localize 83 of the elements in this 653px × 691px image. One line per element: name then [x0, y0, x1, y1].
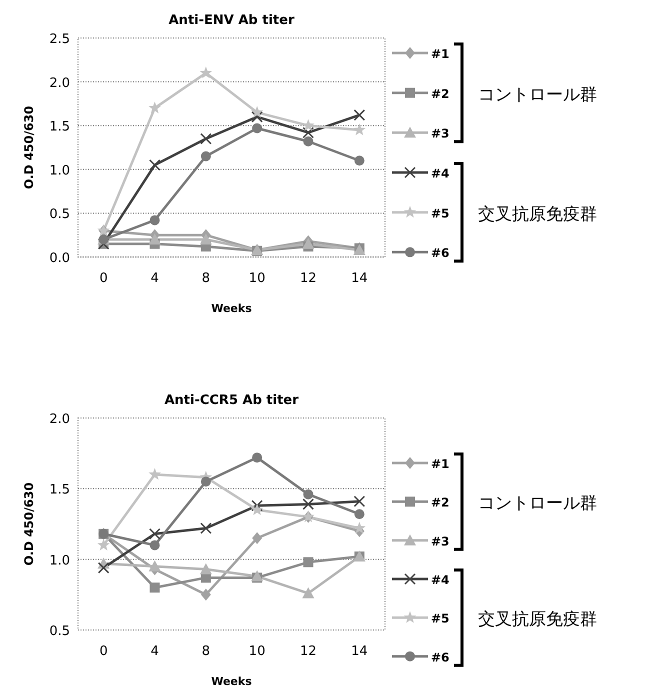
x-tick-label: 0 [99, 644, 108, 659]
point [251, 500, 263, 512]
point [354, 156, 364, 166]
legend-label: #5 [431, 612, 450, 626]
point [303, 557, 314, 568]
x-tick-label: 8 [202, 644, 210, 659]
y-axis-title: O.D 450/630 [22, 106, 36, 190]
point [200, 563, 212, 574]
point [302, 498, 314, 510]
y-tick-label: 0.5 [49, 207, 70, 222]
x-tick-label: 12 [300, 644, 317, 659]
point [354, 496, 366, 508]
y-tick-label: 1.0 [49, 553, 70, 568]
text: コントロール群 [478, 494, 597, 514]
point [252, 532, 262, 544]
legend-label: #2 [431, 86, 450, 101]
point [303, 136, 314, 146]
point [98, 562, 110, 574]
y-tick-label: 2.0 [49, 76, 70, 91]
point [354, 509, 364, 520]
legend-label: #3 [431, 126, 450, 141]
point [200, 66, 212, 78]
point [148, 560, 161, 572]
x-tick-label: 10 [248, 644, 266, 659]
legend-label: #6 [431, 650, 450, 664]
point [200, 476, 211, 487]
point [250, 503, 264, 516]
text: コントロール群 [478, 84, 597, 105]
point [252, 123, 262, 134]
y-tick-label: 2.5 [49, 32, 70, 47]
point [302, 587, 314, 598]
x-tick-label: 4 [150, 644, 159, 659]
legend-label: #2 [431, 496, 450, 510]
point [149, 159, 160, 171]
point [200, 522, 212, 534]
legend-label: #6 [431, 246, 450, 260]
legend-label: #1 [431, 457, 450, 471]
point [150, 215, 160, 226]
point [149, 528, 160, 540]
point [148, 102, 161, 114]
point [150, 540, 160, 550]
y-tick-label: 0.0 [49, 251, 70, 266]
y-axis-title: O.D 450/630 [22, 482, 36, 566]
x-tick-label: 14 [351, 644, 368, 659]
chart-title: Anti-ENV Ab titer [168, 13, 295, 28]
x-tick-label: 0 [99, 271, 108, 286]
y-tick-label: 1.5 [49, 482, 70, 498]
point [251, 111, 263, 123]
y-tick-label: 1.0 [49, 163, 70, 178]
point [302, 126, 314, 138]
point [200, 151, 211, 162]
point [252, 452, 262, 463]
legend-label: #3 [431, 534, 450, 548]
y-tick-label: 2.0 [49, 412, 70, 427]
x-tick-label: 4 [150, 271, 159, 286]
point [353, 123, 366, 136]
legend-label: #4 [431, 166, 450, 180]
point [354, 109, 366, 121]
point [148, 468, 161, 480]
point [251, 570, 264, 582]
point [303, 489, 314, 500]
point [200, 588, 211, 601]
point [150, 582, 160, 593]
x-tick-label: 12 [300, 271, 317, 286]
legend-label: #1 [431, 47, 450, 61]
point [97, 538, 110, 550]
x-tick-label: 10 [248, 271, 266, 286]
point [148, 233, 161, 244]
text: 交叉抗原免疫群 [478, 610, 597, 630]
point [200, 132, 212, 144]
point [250, 106, 264, 118]
x-axis-title: Weeks [211, 675, 252, 688]
point [200, 233, 212, 244]
legend-label: #4 [431, 573, 450, 587]
x-tick-label: 8 [202, 271, 210, 286]
y-tick-label: 1.5 [49, 120, 70, 135]
legend-label: #5 [431, 206, 450, 220]
y-tick-label: 0.5 [49, 624, 70, 639]
x-axis-title: Weeks [211, 302, 252, 315]
chart-title: Anti-CCR5 Ab titer [164, 393, 300, 408]
text: 交叉抗原免疫群 [478, 204, 597, 224]
x-tick-label: 14 [351, 271, 368, 286]
point [302, 238, 314, 249]
